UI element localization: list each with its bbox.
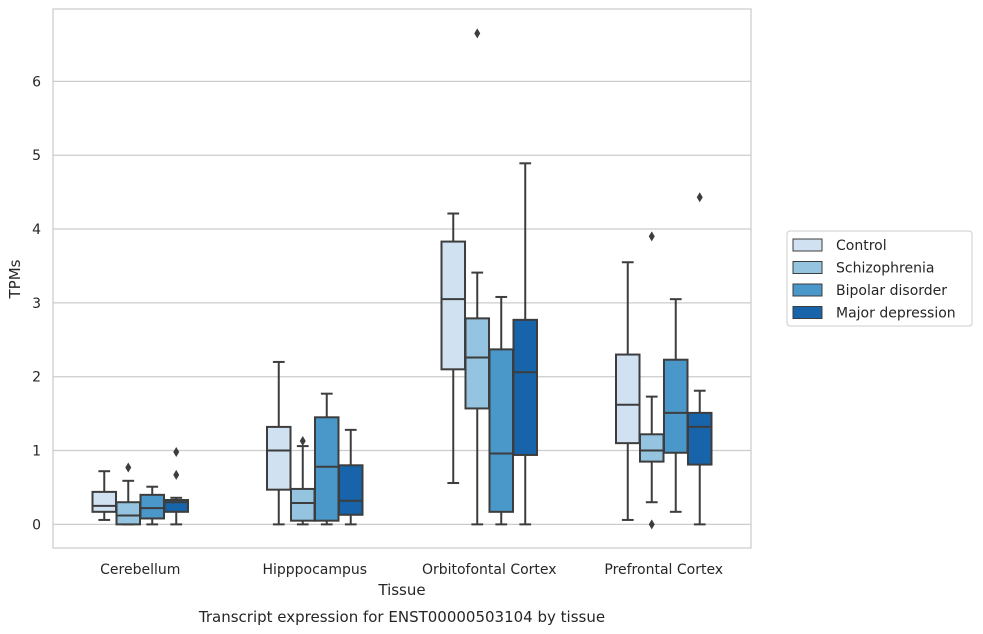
y-gridlines [53,80,751,525]
y-tick-label: 1 [32,444,41,460]
box-2-1 [313,392,340,526]
outlier-point [648,231,655,242]
iqr-box [638,433,665,463]
box-3-0 [163,447,189,526]
box-1-0 [115,462,142,526]
series-schizophrenia [115,28,665,530]
box-0-1 [266,360,292,526]
y-tick-label: 4 [32,222,41,238]
x-tick-label: Prefrontal Cortex [604,562,723,578]
outlier-point [125,462,132,473]
box-0-2 [440,212,467,485]
box-2-2 [488,295,515,526]
chart-caption: Transcript expression for ENST0000050310… [198,608,605,626]
box-1-3 [638,231,665,530]
y-tick-label: 2 [32,370,41,386]
outlier-point [173,447,180,458]
iqr-box [91,490,118,513]
box-1-1 [289,435,316,526]
box-0-0 [91,470,118,521]
box-0-3 [615,261,641,521]
iqr-box [512,318,538,456]
y-axis-ticks: 0 1 2 3 4 5 6 [32,74,41,533]
legend-swatch [792,283,823,297]
legend-label: Bipolar disorder [836,283,947,299]
x-tick-label: Orbitofontal Cortex [422,562,557,578]
box-2-3 [662,298,689,513]
legend-label: Major depression [836,306,956,322]
outlier-point [474,28,481,39]
series-major-depression [163,162,713,526]
series-control [91,212,641,526]
series-bipolar-disorder [139,295,689,526]
iqr-box [313,416,340,522]
legend-swatch [792,261,823,274]
iqr-box [266,425,292,491]
box-3-3 [686,192,713,526]
legend-label: Control [836,238,887,254]
outlier-point [648,519,655,530]
x-axis-ticks: Cerebellum Hipppocampus Orbitofontal Corte… [100,562,723,578]
iqr-box [440,240,467,371]
legend-label: Schizophrenia [836,261,934,277]
box-3-2 [512,162,538,526]
iqr-box [615,353,641,445]
box-2-0 [139,485,166,526]
legend-frame [786,230,973,327]
outlier-point [299,435,306,446]
y-tick-label: 5 [32,148,41,164]
iqr-box [115,501,142,526]
y-tick-label: 0 [32,517,41,533]
outlier-point [696,192,703,203]
plot-frame [52,8,752,549]
y-axis-label: TPMs [6,259,24,299]
box-3-1 [337,428,364,526]
iqr-box [337,464,364,516]
outlier-point [173,469,180,480]
legend: Control Schizophrenia Bipolar disorder Majo… [786,230,973,327]
box-series-layer [91,28,713,530]
legend-swatch [792,238,823,252]
iqr-box [488,348,515,513]
y-tick-label: 6 [32,74,41,90]
iqr-box [289,487,316,522]
x-tick-label: Cerebellum [100,562,180,578]
iqr-box [163,499,189,513]
iqr-box [464,317,491,410]
legend-swatch [792,306,823,319]
x-axis-label: Tissue [377,581,425,599]
box-1-2 [464,28,491,526]
x-tick-label: Hipppocampus [262,562,367,578]
iqr-box [662,358,689,454]
iqr-box [139,493,166,520]
y-tick-label: 3 [32,296,41,312]
iqr-box [686,411,713,466]
